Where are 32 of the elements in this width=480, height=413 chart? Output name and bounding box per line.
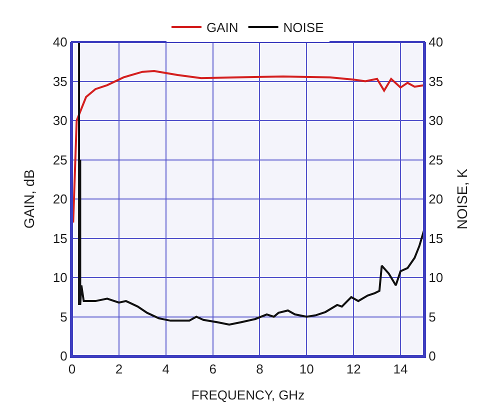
y2-tick-label: 15 — [428, 230, 444, 246]
x-tick-label: 8 — [256, 362, 264, 377]
y2-tick-label: 5 — [428, 309, 436, 324]
y-tick-label: 35 — [52, 74, 68, 89]
y-tick-label: 30 — [52, 113, 68, 128]
y2-tick-label: 35 — [428, 74, 444, 89]
y-axis-title: GAIN, dB — [21, 169, 38, 229]
legend-label: GAIN — [206, 20, 238, 36]
y-tick-label: 0 — [60, 348, 68, 364]
x-tick-label: 10 — [299, 362, 314, 377]
x-tick-label: 4 — [162, 362, 170, 377]
y-tick-label: 5 — [60, 309, 68, 324]
line-series — [78, 42, 424, 326]
x-tick-label: 12 — [346, 362, 361, 377]
x-axis-title: FREQUENCY, GHz — [191, 388, 305, 403]
x-tick-label: 14 — [393, 362, 408, 377]
line-series — [72, 70, 424, 224]
y2-tick-label: 0 — [428, 348, 436, 364]
x-tick-label: 6 — [209, 362, 216, 377]
y2-tick-label: 30 — [428, 113, 444, 128]
y2-tick-label: 20 — [428, 192, 444, 207]
y2-tick-label: 40 — [428, 34, 444, 50]
y-tick-label: 10 — [52, 270, 68, 286]
y-tick-label: 20 — [52, 192, 68, 207]
y-tick-label: 25 — [52, 152, 68, 168]
x-tick-label: 2 — [115, 362, 123, 377]
y-tick-label: 40 — [52, 34, 68, 50]
y2-axis-title: NOISE, K — [454, 168, 470, 230]
y2-tick-label: 10 — [428, 270, 444, 286]
y-tick-label: 15 — [52, 230, 68, 246]
legend-label: NOISE — [283, 20, 324, 36]
y2-tick-label: 25 — [428, 152, 444, 168]
